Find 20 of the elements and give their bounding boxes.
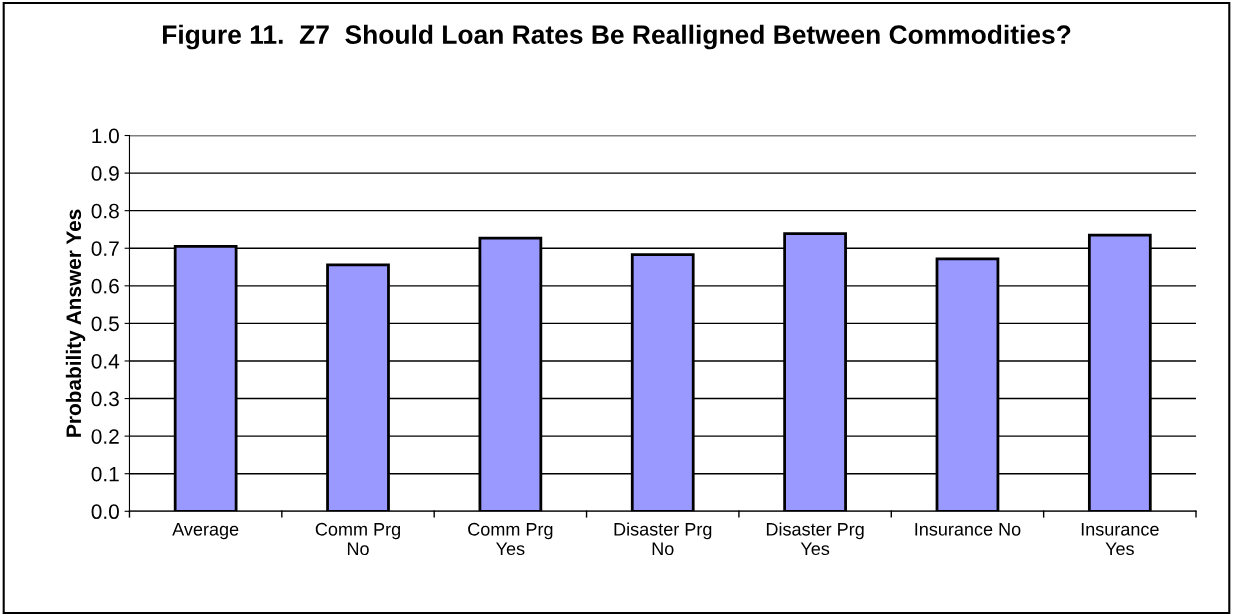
y-tick-label: 0.1 <box>91 466 119 482</box>
chart-title: Figure 11. Z7 Should Loan Rates Be Realligned Between Commodities? <box>163 24 1071 50</box>
x-tick-label: Average <box>172 523 239 540</box>
y-tick-label: 0.7 <box>91 241 119 256</box>
x-tick-label: Comm Prg No <box>315 522 400 556</box>
y-tick-label: 1.0 <box>92 128 119 144</box>
x-tick-label: Insurance No <box>915 523 1021 536</box>
y-tick-label: 0.6 <box>91 278 119 294</box>
x-tick-label: Comm Prg Yes <box>468 522 553 556</box>
x-tick-label: Insurance Yes <box>1081 523 1159 556</box>
y-tick-label: 0.4 <box>91 353 120 369</box>
y-tick-label: 0.9 <box>91 166 119 181</box>
x-tick-label: Disaster Prg Yes <box>766 522 864 556</box>
y-tick-label: 0.8 <box>91 203 119 219</box>
y-tick-label: 0.0 <box>91 504 119 520</box>
y-tick-label: 0.5 <box>91 316 119 332</box>
y-tick-label: 0.2 <box>91 429 119 444</box>
x-tick-label: Disaster Prg No <box>614 522 712 556</box>
y-tick-label: 0.3 <box>91 391 119 407</box>
y-axis-title: Probability Answer Yes <box>65 209 86 437</box>
